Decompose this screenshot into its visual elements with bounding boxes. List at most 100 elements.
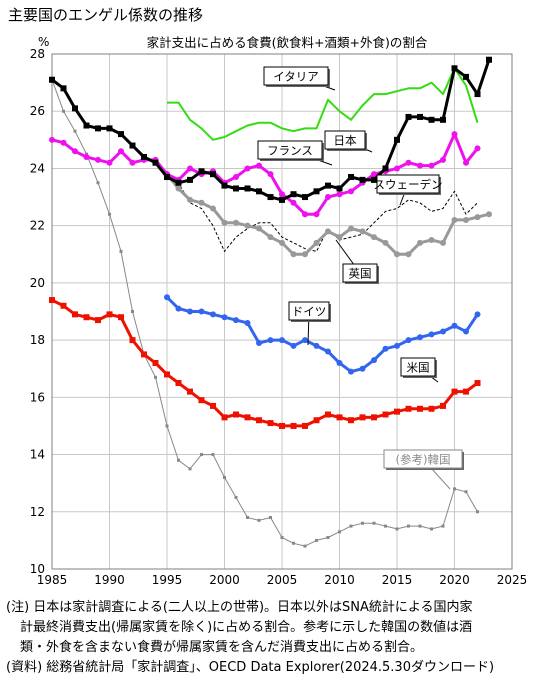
data-point bbox=[440, 116, 446, 123]
data-point bbox=[154, 375, 157, 379]
data-point bbox=[361, 521, 364, 525]
data-point bbox=[371, 176, 377, 183]
data-point bbox=[72, 148, 78, 155]
data-point bbox=[453, 487, 456, 491]
series-label-korea: (参考)韓国 bbox=[396, 453, 451, 467]
data-point bbox=[313, 188, 320, 195]
data-point bbox=[325, 194, 331, 201]
x-tick-label: 2010 bbox=[324, 573, 355, 587]
data-point bbox=[210, 171, 216, 178]
callout-france: フランス bbox=[257, 140, 333, 166]
x-tick-label: 1995 bbox=[152, 573, 183, 587]
data-point bbox=[394, 251, 400, 258]
data-point bbox=[267, 420, 274, 427]
data-point bbox=[474, 145, 481, 152]
data-point bbox=[348, 225, 354, 232]
data-point bbox=[244, 185, 251, 192]
data-point bbox=[187, 196, 193, 203]
y-tick-label: 24 bbox=[30, 161, 45, 175]
callout-usa: 米国 bbox=[400, 357, 439, 383]
data-point bbox=[256, 339, 262, 346]
data-point bbox=[382, 165, 389, 172]
data-point bbox=[106, 125, 113, 132]
data-point bbox=[336, 234, 343, 241]
data-point bbox=[315, 538, 318, 542]
data-point bbox=[164, 371, 170, 378]
data-point bbox=[233, 174, 239, 181]
data-point bbox=[83, 154, 90, 160]
data-point bbox=[200, 453, 203, 457]
x-tick-label: 2005 bbox=[267, 573, 298, 587]
data-point bbox=[440, 402, 446, 409]
data-point bbox=[279, 337, 285, 344]
data-point bbox=[325, 182, 331, 189]
data-point bbox=[405, 159, 412, 166]
note-line-2: 計最終消費支出(帰属家賃を除く)に占める割合。参考に示した韓国の数値は酒 bbox=[20, 620, 473, 635]
data-point bbox=[463, 388, 469, 395]
data-point bbox=[233, 185, 239, 192]
plot-frame bbox=[51, 53, 513, 570]
data-point bbox=[106, 311, 113, 318]
data-point bbox=[280, 536, 284, 540]
data-point bbox=[371, 234, 377, 241]
data-point bbox=[417, 334, 423, 341]
series-label-uk: 英国 bbox=[349, 267, 372, 281]
data-point bbox=[405, 405, 412, 412]
data-point bbox=[244, 319, 251, 326]
data-point bbox=[269, 516, 272, 519]
y-tick-label: 18 bbox=[30, 333, 45, 347]
data-point bbox=[244, 165, 251, 172]
data-point bbox=[118, 148, 124, 155]
data-point bbox=[221, 414, 228, 421]
data-point bbox=[336, 360, 343, 366]
data-point bbox=[302, 194, 308, 201]
callout-uk: 英国 bbox=[335, 239, 379, 284]
data-point bbox=[418, 524, 422, 528]
series-line-germany bbox=[165, 296, 479, 374]
data-point bbox=[210, 311, 216, 318]
y-axis-unit: % bbox=[38, 35, 49, 49]
data-point bbox=[256, 417, 262, 424]
note-line-3: 類・外食を含まない食費が帰属家賃を含んだ消費支出に占める割合。 bbox=[20, 640, 424, 655]
data-point bbox=[60, 139, 67, 146]
data-point bbox=[394, 408, 400, 415]
data-point bbox=[60, 85, 67, 92]
y-tick-label: 12 bbox=[30, 505, 45, 519]
callout-japan: 日本 bbox=[324, 130, 373, 153]
callout-box bbox=[288, 301, 330, 321]
data-point bbox=[474, 380, 481, 387]
data-point bbox=[267, 171, 274, 178]
data-point bbox=[326, 536, 330, 540]
callout-box bbox=[376, 174, 440, 194]
data-point bbox=[384, 524, 387, 528]
data-point bbox=[95, 125, 101, 132]
data-point bbox=[348, 174, 354, 181]
data-point bbox=[302, 251, 308, 258]
y-tick-label: 14 bbox=[30, 448, 45, 462]
data-point bbox=[359, 228, 366, 235]
data-point bbox=[428, 116, 435, 123]
data-point bbox=[175, 179, 182, 186]
data-point bbox=[256, 188, 262, 195]
data-point bbox=[221, 219, 228, 226]
data-point bbox=[405, 113, 412, 120]
callout-box bbox=[383, 449, 463, 469]
data-point bbox=[175, 185, 182, 192]
data-point bbox=[119, 249, 123, 253]
data-point bbox=[405, 251, 412, 258]
data-point bbox=[451, 131, 458, 138]
series-label-sweden: スウェーデン bbox=[374, 178, 443, 192]
data-point bbox=[372, 521, 376, 525]
data-point bbox=[72, 105, 78, 112]
series-label-germany: ドイツ bbox=[292, 305, 327, 319]
series-germany bbox=[164, 294, 481, 375]
data-point bbox=[141, 154, 147, 160]
data-point bbox=[221, 182, 228, 189]
data-point bbox=[210, 205, 216, 212]
data-point bbox=[428, 331, 435, 338]
data-point bbox=[336, 191, 343, 198]
note-line-1: (注) 日本は家計調査による(二人以上の世帯)。日本以外はSNA統計による国内家 bbox=[6, 600, 473, 615]
data-point bbox=[210, 402, 216, 409]
data-point bbox=[359, 176, 366, 183]
data-point bbox=[129, 337, 136, 344]
